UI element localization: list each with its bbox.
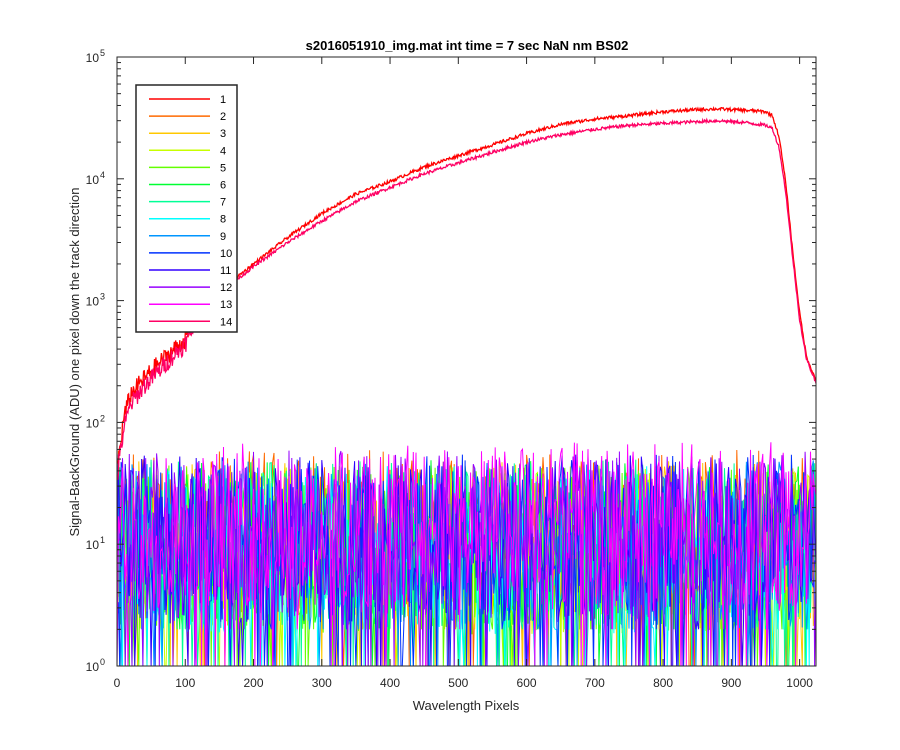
x-tick-label: 900: [721, 676, 741, 690]
legend-entry-9: 9: [220, 231, 226, 243]
legend-entry-10: 10: [220, 248, 232, 260]
y-tick-exponent: 3: [100, 292, 105, 302]
legend-entry-3: 3: [220, 128, 226, 140]
y-tick-label: 10: [86, 660, 100, 674]
legend-entry-1: 1: [220, 94, 226, 106]
x-tick-label: 700: [585, 676, 605, 690]
y-tick-exponent: 1: [100, 535, 105, 545]
chart-title: s2016051910_img.mat int time = 7 sec NaN…: [306, 38, 629, 53]
series-group: [117, 105, 816, 666]
x-axis-label: Wavelength Pixels: [413, 698, 520, 713]
legend-entry-14: 14: [220, 316, 232, 328]
legend-entry-6: 6: [220, 180, 226, 192]
plot-frame: [116, 56, 817, 667]
y-axis-label: Signal-BackGround (ADU) one pixel down t…: [67, 187, 82, 536]
legend-entry-11: 11: [220, 265, 231, 277]
y-tick-exponent: 4: [100, 170, 105, 180]
legend-entry-7: 7: [220, 197, 226, 209]
x-tick-label: 300: [312, 676, 332, 690]
y-tick-label: 10: [86, 416, 100, 430]
x-tick-label: 100: [175, 676, 195, 690]
x-tick-label: 600: [517, 676, 537, 690]
legend-box: [135, 84, 238, 333]
x-tick-label: 800: [653, 676, 673, 690]
legend-entry-13: 13: [220, 299, 232, 311]
x-tick-label: 1000: [786, 676, 813, 690]
y-tick-exponent: 2: [100, 413, 105, 423]
y-tick-label: 10: [86, 538, 100, 552]
y-tick-exponent: 0: [100, 657, 105, 667]
y-tick-exponent: 5: [100, 48, 105, 58]
y-tick-label: 10: [86, 295, 100, 309]
legend-entry-12: 12: [220, 282, 232, 294]
series-line-13: [117, 442, 816, 666]
series-line-12: [117, 450, 816, 666]
x-tick-label: 200: [244, 676, 264, 690]
x-tick-label: 400: [380, 676, 400, 690]
legend-entry-4: 4: [220, 145, 226, 157]
legend-entry-2: 2: [220, 111, 226, 123]
x-tick-label: 500: [448, 676, 468, 690]
y-tick-label: 10: [86, 51, 100, 65]
x-tick-label: 0: [114, 676, 121, 690]
y-tick-label: 10: [86, 173, 100, 187]
legend-entry-5: 5: [220, 162, 226, 174]
legend-entry-8: 8: [220, 214, 226, 226]
